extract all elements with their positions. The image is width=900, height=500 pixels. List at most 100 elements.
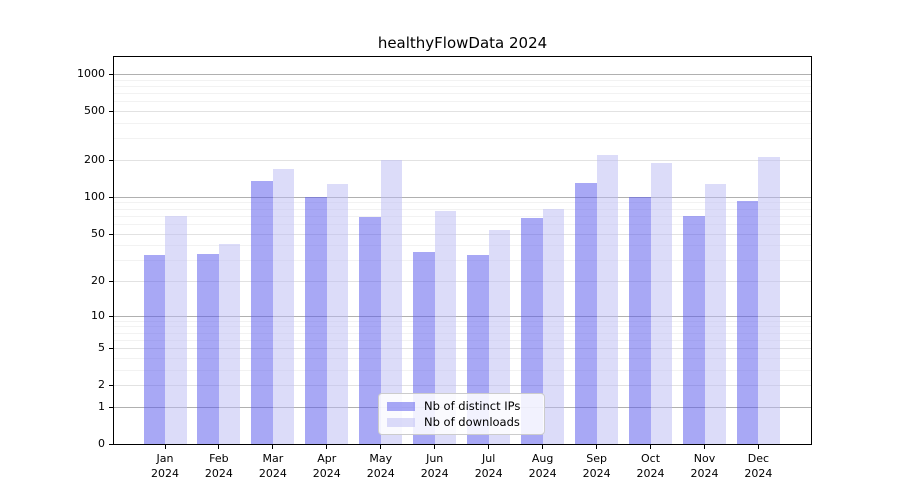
legend-swatch: [387, 401, 415, 411]
legend-label: Nb of distinct IPs: [424, 398, 521, 413]
legend-item: Nb of distinct IPs: [379, 398, 544, 413]
bar-downloads: [326, 184, 349, 444]
gridline: [114, 339, 811, 341]
x-axis-label: Nov 2024: [690, 452, 719, 480]
y-axis-tick: [109, 196, 113, 198]
y-axis-label: 20: [91, 274, 105, 287]
bar-downloads: [380, 160, 403, 444]
y-axis-tick: [109, 406, 113, 408]
x-axis-label: Oct 2024: [636, 452, 665, 480]
gridline: [114, 223, 811, 225]
y-axis-tick: [109, 233, 113, 235]
gridline: [114, 215, 811, 217]
gridline: [114, 74, 811, 75]
bar-downloads: [488, 230, 511, 444]
gridline: [114, 348, 811, 350]
x-axis-label: Feb 2024: [204, 452, 233, 480]
x-axis-tick: [434, 445, 436, 449]
gridline: [114, 357, 811, 359]
bar-distinct-ips: [629, 196, 651, 444]
y-axis-label: 0: [98, 437, 105, 450]
bar-downloads: [650, 162, 672, 444]
x-axis-label: May 2024: [366, 452, 395, 480]
bar-downloads: [704, 183, 726, 444]
bar-downloads: [758, 157, 780, 444]
x-axis-tick: [272, 445, 274, 449]
gridline: [114, 208, 811, 210]
bar-distinct-ips: [251, 180, 273, 444]
x-axis-tick: [164, 445, 166, 449]
y-axis-tick: [109, 315, 113, 317]
y-axis-label: 2: [98, 378, 105, 392]
x-axis-tick: [757, 445, 759, 449]
legend-label: Nb of downloads: [424, 414, 520, 429]
y-axis-label: 100: [84, 189, 105, 203]
legend: Nb of distinct IPs Nb of downloads: [378, 393, 545, 435]
gridline: [114, 233, 811, 235]
x-axis-label: Sep 2024: [582, 452, 611, 480]
gridline: [114, 260, 811, 262]
gridline: [114, 245, 811, 247]
gridline: [114, 123, 811, 124]
x-axis-tick: [596, 445, 598, 449]
bar-distinct-ips: [143, 255, 165, 444]
x-axis-label: Aug 2024: [528, 452, 557, 480]
y-axis-label: 1: [98, 399, 105, 413]
x-axis-tick: [326, 445, 328, 449]
x-axis-tick: [650, 445, 651, 449]
chart-title: healthyFlowData 2024: [377, 34, 548, 52]
x-axis-tick: [218, 445, 220, 449]
gridline: [114, 160, 811, 161]
bar-distinct-ips: [575, 182, 597, 444]
y-axis-tick: [109, 348, 113, 350]
x-axis-label: Jun 2024: [420, 452, 449, 480]
gridline: [114, 111, 811, 113]
bar-distinct-ips: [521, 218, 543, 444]
y-axis-tick: [109, 281, 113, 282]
bar-distinct-ips: [683, 215, 705, 444]
x-axis-label: Dec 2024: [744, 452, 773, 480]
gridline: [114, 93, 811, 95]
x-axis-label: Jul 2024: [474, 452, 503, 480]
bar-distinct-ips: [305, 196, 327, 444]
bar-downloads: [434, 210, 457, 444]
legend-item: Nb of downloads: [379, 414, 544, 429]
bar-downloads: [542, 208, 565, 444]
y-axis-tick: [109, 160, 113, 161]
gridline: [114, 385, 811, 387]
x-axis-tick: [704, 445, 705, 449]
y-axis-label: 50: [91, 226, 105, 240]
y-axis-label: 500: [84, 104, 105, 118]
y-axis-label: 1000: [77, 67, 105, 80]
bar-downloads: [272, 169, 295, 444]
y-axis-tick: [109, 111, 113, 113]
gridline: [114, 315, 811, 317]
legend-swatch: [387, 417, 415, 427]
x-axis-tick: [488, 445, 490, 449]
gridline: [114, 202, 811, 204]
plot-area: [113, 56, 812, 445]
gridline: [114, 326, 811, 328]
gridline: [114, 369, 811, 371]
bar-downloads: [165, 215, 187, 444]
gridline: [114, 332, 811, 334]
gridline: [114, 138, 811, 140]
gridline: [114, 86, 811, 87]
x-axis-tick: [542, 445, 544, 449]
y-axis-label: 200: [84, 153, 105, 166]
x-axis-tick: [380, 445, 382, 449]
bar-downloads: [218, 243, 241, 444]
y-axis-tick: [109, 444, 113, 445]
bar-distinct-ips: [736, 200, 759, 444]
x-axis-label: Apr 2024: [312, 452, 341, 480]
gridline: [114, 320, 811, 322]
gridline: [114, 101, 811, 103]
gridline: [114, 196, 811, 198]
y-axis-tick: [109, 74, 113, 75]
y-axis-tick: [109, 385, 113, 387]
bar-distinct-ips: [359, 217, 381, 444]
gridline: [114, 79, 811, 81]
y-axis-label: 5: [98, 341, 105, 355]
x-axis-label: Mar 2024: [258, 452, 287, 480]
